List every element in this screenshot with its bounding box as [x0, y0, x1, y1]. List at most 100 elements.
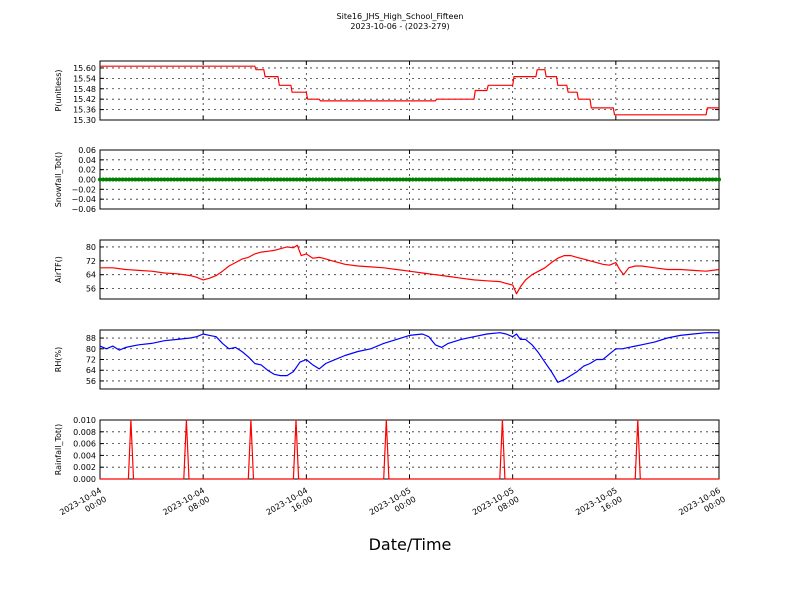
series-point	[704, 177, 709, 182]
series-point	[333, 177, 338, 182]
series-point	[388, 177, 393, 182]
y-tick-label: 64	[86, 271, 96, 280]
series-point	[668, 177, 673, 182]
series-point	[594, 177, 599, 182]
series-point	[281, 177, 286, 182]
series-point	[110, 177, 115, 182]
series-point	[465, 177, 470, 182]
series-point	[201, 177, 206, 182]
y-tick-label: 0.008	[73, 428, 96, 437]
series-point	[607, 177, 612, 182]
series-point	[226, 177, 231, 182]
series-point	[407, 177, 412, 182]
series-point	[143, 177, 148, 182]
series-point	[172, 177, 177, 182]
series-point	[584, 177, 589, 182]
series-point	[136, 177, 141, 182]
series-point	[381, 177, 386, 182]
series-point	[588, 177, 593, 182]
series-point	[613, 177, 618, 182]
series-point	[707, 177, 712, 182]
series-point	[268, 177, 273, 182]
y-tick-label: −0.02	[71, 185, 96, 194]
series-point	[626, 177, 631, 182]
y-tick-label: 0.04	[78, 156, 96, 165]
series-point	[284, 177, 289, 182]
y-tick-label: 15.54	[73, 74, 96, 83]
y-tick-label: 0.00	[78, 176, 96, 185]
series-point	[175, 177, 180, 182]
figure-title-line1: Site16_JHS_High_School_Fifteen	[337, 12, 464, 21]
series-point	[330, 177, 335, 182]
series-point	[523, 177, 528, 182]
series-point	[252, 177, 257, 182]
series-point	[639, 177, 644, 182]
y-axis-label: Rainfall_Tot()	[54, 424, 63, 476]
series-point	[471, 177, 476, 182]
series-point	[139, 177, 144, 182]
series-point	[352, 177, 357, 182]
series-point	[249, 177, 254, 182]
series-point	[265, 177, 270, 182]
series-point	[397, 177, 402, 182]
series-point	[452, 177, 457, 182]
series-point	[565, 177, 570, 182]
series-point	[114, 177, 119, 182]
y-tick-label: 56	[86, 377, 96, 386]
series-point	[323, 177, 328, 182]
series-point	[530, 177, 535, 182]
series-point	[520, 177, 525, 182]
series-point	[617, 177, 622, 182]
y-axis-label: P(unitless)	[54, 69, 63, 111]
series-point	[559, 177, 564, 182]
series-point	[646, 177, 651, 182]
series-point	[655, 177, 660, 182]
series-point	[343, 177, 348, 182]
series-point	[336, 177, 341, 182]
series-point	[207, 177, 212, 182]
series-point	[542, 177, 547, 182]
y-tick-label: 0.004	[73, 451, 96, 460]
series-point	[214, 177, 219, 182]
series-point	[127, 177, 132, 182]
series-point	[713, 177, 718, 182]
y-tick-label: 15.42	[73, 95, 96, 104]
series-point	[314, 177, 319, 182]
series-point	[446, 177, 451, 182]
series-point	[455, 177, 460, 182]
series-point	[165, 177, 170, 182]
series-point	[526, 177, 531, 182]
series-point	[687, 177, 692, 182]
series-point	[326, 177, 331, 182]
series-point	[365, 177, 370, 182]
y-tick-label: 88	[86, 334, 96, 343]
series-point	[191, 177, 196, 182]
series-point	[243, 177, 248, 182]
series-point	[384, 177, 389, 182]
y-tick-label: 80	[86, 345, 96, 354]
series-point	[581, 177, 586, 182]
y-tick-label: −0.04	[71, 195, 96, 204]
series-point	[475, 177, 480, 182]
series-point	[420, 177, 425, 182]
series-point	[517, 177, 522, 182]
series-point	[604, 177, 609, 182]
figure-title-line2: 2023-10-06 - (2023-279)	[350, 22, 449, 31]
series-point	[507, 177, 512, 182]
series-point	[217, 177, 222, 182]
series-point	[671, 177, 676, 182]
series-point	[691, 177, 696, 182]
series-point	[272, 177, 277, 182]
series-point	[684, 177, 689, 182]
series-point	[665, 177, 670, 182]
series-point	[181, 177, 186, 182]
series-point	[259, 177, 264, 182]
y-tick-label: 56	[86, 285, 96, 294]
series-point	[236, 177, 241, 182]
series-point	[288, 177, 293, 182]
series-point	[117, 177, 122, 182]
series-point	[401, 177, 406, 182]
series-point	[185, 177, 190, 182]
